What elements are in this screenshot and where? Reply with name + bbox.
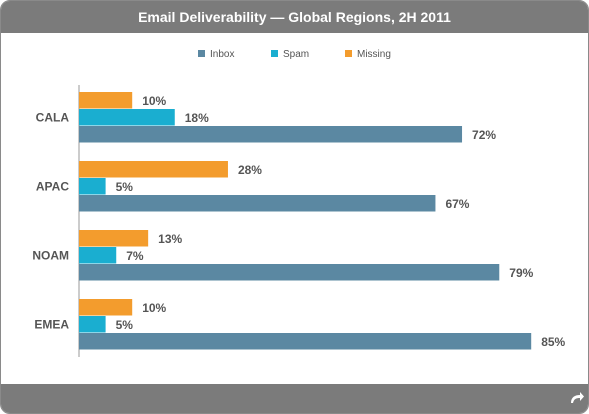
data-label-emea-inbox: 85% — [541, 335, 565, 349]
data-label-noam-spam: 7% — [126, 249, 144, 263]
bar-noam-spam — [79, 247, 117, 264]
legend-swatch-missing — [345, 50, 352, 57]
bar-chart: Inbox Spam Missing CALA 10% 18% 72% APAC 28% 5% 6… — [32, 49, 566, 357]
data-label-emea-missing: 10% — [142, 301, 166, 315]
bar-emea-spam — [79, 316, 106, 333]
chart-title: Email Deliverability — Global Regions, 2… — [138, 9, 451, 25]
bar-apac-missing — [79, 161, 228, 178]
legend-label-missing: Missing — [357, 49, 391, 60]
legend-swatch-spam — [271, 50, 278, 57]
data-label-noam-missing: 13% — [158, 232, 182, 246]
bar-cala-spam — [79, 109, 175, 126]
data-label-cala-spam: 18% — [185, 111, 209, 125]
bar-noam-missing — [79, 230, 149, 247]
category-label-cala: CALA — [36, 110, 70, 124]
bar-cala-inbox — [79, 126, 463, 143]
data-label-apac-missing: 28% — [238, 163, 262, 177]
data-label-apac-spam: 5% — [116, 180, 134, 194]
bar-cala-missing — [79, 92, 133, 109]
legend-label-inbox: Inbox — [210, 49, 234, 60]
legend-swatch-inbox — [198, 50, 205, 57]
data-label-emea-spam: 5% — [116, 318, 134, 332]
bar-apac-spam — [79, 178, 106, 195]
bar-apac-inbox — [79, 195, 436, 212]
bar-emea-missing — [79, 299, 133, 316]
title-bar: Email Deliverability — Global Regions, 2… — [1, 1, 588, 33]
data-label-apac-inbox: 67% — [445, 197, 469, 211]
category-label-noam: NOAM — [32, 248, 69, 262]
bottom-toolbar — [1, 384, 588, 413]
legend: Inbox Spam Missing — [198, 49, 391, 60]
bar-noam-inbox — [79, 264, 500, 281]
data-label-cala-inbox: 72% — [472, 128, 496, 142]
data-label-cala-missing: 10% — [142, 94, 166, 108]
bars: CALA 10% 18% 72% APAC 28% 5% 67% NOAM 13% 7% 79% EME… — [32, 92, 566, 350]
data-label-noam-inbox: 79% — [509, 266, 533, 280]
bar-emea-inbox — [79, 333, 532, 350]
category-label-apac: APAC — [36, 179, 69, 193]
undo-arrow-icon[interactable] — [567, 389, 585, 407]
legend-label-spam: Spam — [283, 49, 309, 60]
category-label-emea: EMEA — [34, 317, 69, 331]
